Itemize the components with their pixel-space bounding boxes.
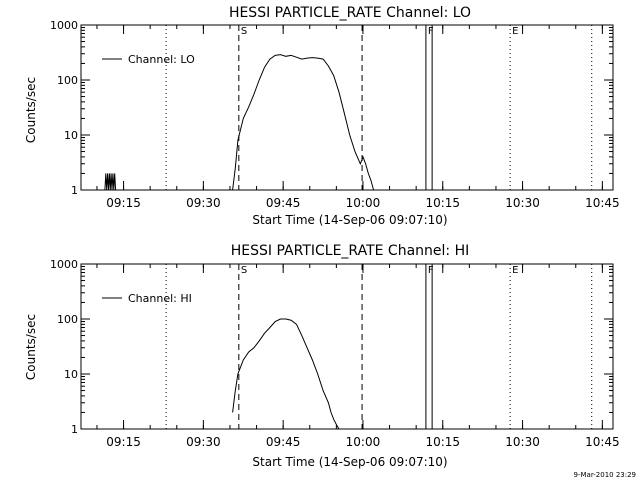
series-line xyxy=(232,318,340,430)
plot-frame xyxy=(80,24,614,191)
y-tick-label: 100 xyxy=(57,313,78,326)
plot-frame xyxy=(80,263,614,430)
legend-entry: Channel: LO xyxy=(128,53,195,66)
y-tick-label: 1 xyxy=(71,423,78,436)
x-tick-label: 09:45 xyxy=(266,435,301,449)
panel-title: HESSI PARTICLE_RATE Channel: LO xyxy=(229,5,471,21)
x-tick-label: 09:15 xyxy=(106,196,141,210)
x-tick-label: 09:30 xyxy=(186,435,221,449)
event-marker-label: S xyxy=(241,265,247,276)
x-tick-label: 10:15 xyxy=(425,435,460,449)
x-tick-label: 10:30 xyxy=(505,435,540,449)
x-tick-label: 09:45 xyxy=(266,196,301,210)
x-axis-label: Start Time (14-Sep-06 09:07:10) xyxy=(252,213,447,227)
y-tick-label: 10 xyxy=(64,368,78,381)
event-marker-label: S xyxy=(241,26,247,37)
x-tick-label: 10:00 xyxy=(346,435,381,449)
x-axis-label: Start Time (14-Sep-06 09:07:10) xyxy=(252,455,447,469)
x-tick-label: 10:45 xyxy=(585,435,620,449)
y-tick-label: 1000 xyxy=(50,19,78,32)
event-marker-label: E xyxy=(512,265,518,276)
x-tick-label: 10:30 xyxy=(505,196,540,210)
panel-hi: HESSI PARTICLE_RATE Channel: HI Counts/s… xyxy=(24,243,620,469)
event-marker-label: F xyxy=(428,26,434,37)
event-marker-label: E xyxy=(512,26,518,37)
x-tick-label: 09:30 xyxy=(186,196,221,210)
y-tick-label: 1000 xyxy=(50,258,78,271)
event-marker-label: F xyxy=(428,265,434,276)
panel-title: HESSI PARTICLE_RATE Channel: HI xyxy=(231,243,469,259)
legend-entry: Channel: HI xyxy=(128,292,192,305)
panel-lo: HESSI PARTICLE_RATE Channel: LO Counts/s… xyxy=(24,5,620,227)
y-axis-label: Counts/sec xyxy=(24,77,38,143)
y-tick-label: 100 xyxy=(57,74,78,87)
x-tick-label: 10:15 xyxy=(425,196,460,210)
y-axis-label: Counts/sec xyxy=(24,314,38,380)
y-tick-label: 1 xyxy=(71,184,78,197)
y-tick-label: 10 xyxy=(64,129,78,142)
x-tick-label: 10:45 xyxy=(585,196,620,210)
x-tick-label: 10:00 xyxy=(346,196,381,210)
x-tick-label: 09:15 xyxy=(106,435,141,449)
series-line xyxy=(104,54,375,191)
footer-timestamp: 9-Mar-2010 23:29 xyxy=(574,471,636,479)
